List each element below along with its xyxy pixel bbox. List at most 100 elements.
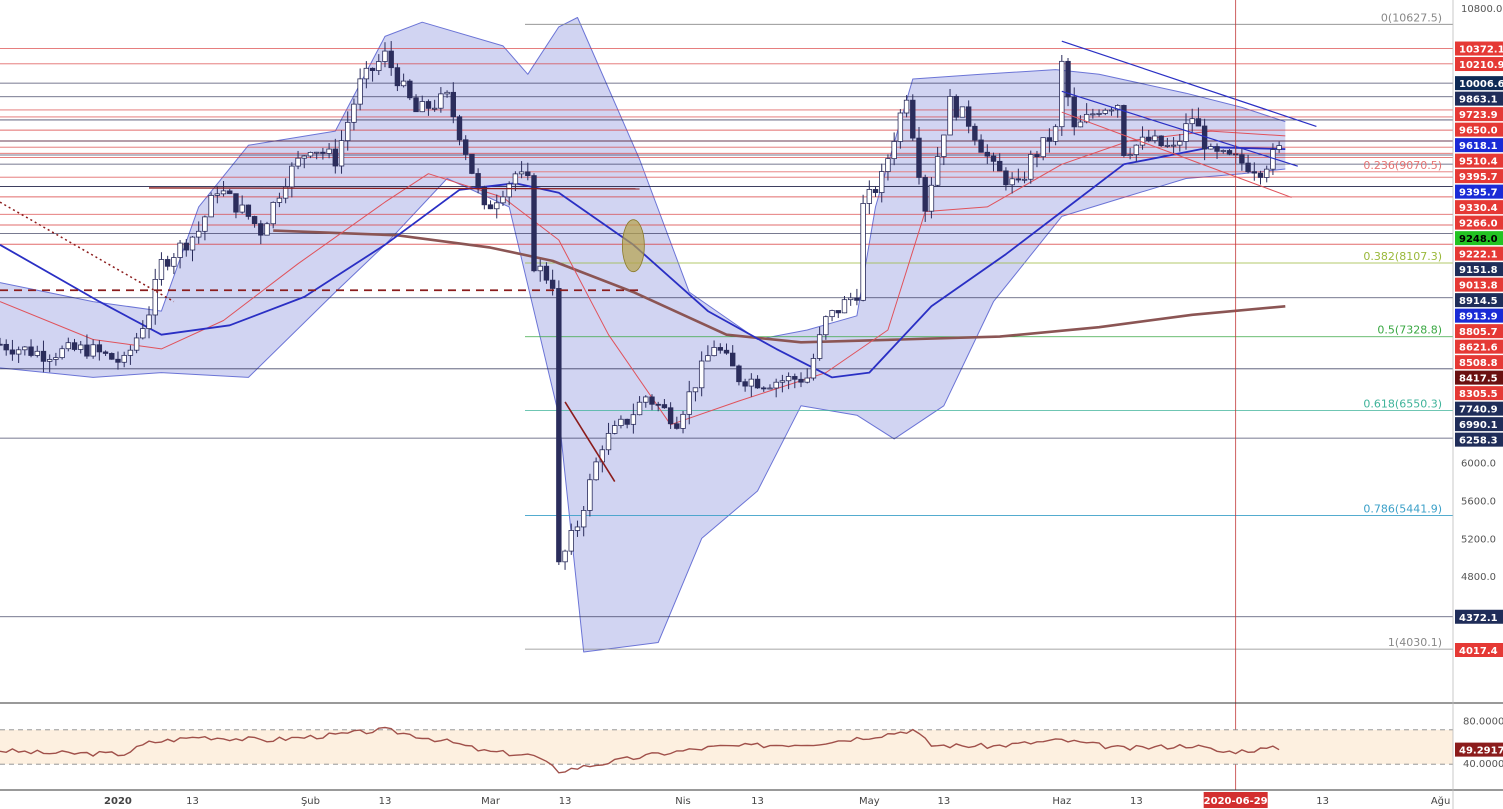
candle-body: [580, 510, 587, 528]
candle: [46, 354, 53, 373]
price-tag: 9510.4: [1455, 153, 1503, 168]
candle: [525, 162, 531, 181]
candle-body: [1102, 109, 1108, 114]
price-tag-bg: [1455, 184, 1503, 199]
candle-body: [34, 350, 40, 356]
candle-body: [879, 171, 885, 193]
candle: [438, 87, 444, 113]
candle: [164, 255, 171, 271]
candle: [208, 192, 214, 218]
candle: [400, 73, 407, 88]
price-tag-bg: [1455, 277, 1503, 292]
candle-body: [835, 310, 841, 314]
candle: [1059, 54, 1065, 136]
candle: [643, 395, 649, 408]
candle-body: [711, 347, 717, 357]
candle-body: [313, 151, 320, 154]
price-tag: 9395.7: [1455, 184, 1503, 199]
price-tag-label: 4017.4: [1459, 646, 1498, 657]
candle-body: [96, 344, 103, 353]
candle: [34, 345, 40, 358]
price-tag: 9618.1: [1455, 138, 1503, 153]
candle-body: [22, 346, 28, 351]
candle: [494, 194, 500, 219]
candle: [568, 523, 574, 555]
candle: [698, 351, 705, 397]
candle-body: [742, 381, 748, 387]
candle: [959, 106, 966, 118]
candle-body: [65, 342, 72, 350]
candle-body: [903, 99, 910, 114]
x-tick-label: Ağu: [1431, 795, 1451, 807]
candle: [804, 368, 810, 384]
candle-body: [636, 401, 643, 416]
candle-body: [133, 337, 140, 351]
trend-line-dotted: [0, 201, 175, 303]
price-pane[interactable]: 0(10627.5) 0.236(9070.5) 0.382(8107.3) 0.5(…: [0, 0, 1453, 790]
candle-body: [208, 194, 214, 218]
candle: [84, 334, 90, 359]
candle-body: [518, 171, 525, 175]
candle: [674, 416, 680, 430]
price-tag-bg: [1455, 355, 1503, 370]
candle: [630, 403, 637, 434]
candle: [1083, 103, 1090, 124]
x-tick-label: Şub: [301, 796, 320, 807]
candle: [847, 292, 854, 306]
candle-body: [140, 328, 146, 339]
sma20-line: [0, 130, 1286, 426]
x-tick-label: 13: [1130, 796, 1143, 807]
candle: [251, 215, 258, 228]
x-tick-label: 13: [1316, 796, 1329, 807]
candle: [177, 240, 183, 269]
x-tick-label: 13: [559, 796, 572, 807]
rsi-line: [0, 726, 1280, 774]
candle: [282, 178, 289, 204]
candle: [1127, 147, 1133, 160]
y-tick-label: 4800.0: [1461, 572, 1496, 583]
candle-body: [276, 197, 283, 203]
candle-body: [1090, 113, 1096, 116]
candle: [500, 190, 506, 206]
candle: [649, 394, 655, 411]
candle: [78, 340, 84, 354]
candle-body: [934, 156, 941, 186]
candle-body: [53, 357, 59, 360]
candle-body: [1264, 168, 1270, 178]
price-tag-bg: [1455, 107, 1503, 122]
candle: [866, 180, 873, 215]
price-tag: 9395.7: [1455, 169, 1503, 184]
candle: [258, 220, 264, 245]
candle-body: [158, 259, 165, 280]
candle: [1065, 57, 1071, 107]
candle: [661, 398, 668, 409]
candle-body: [487, 204, 494, 210]
candle: [1034, 150, 1040, 168]
candle-body: [823, 316, 829, 336]
price-tag: 9330.4: [1455, 200, 1503, 215]
candle-body: [264, 223, 270, 236]
candle-body: [202, 216, 208, 232]
y-tick-label: 5200.0: [1461, 534, 1496, 545]
candle: [444, 90, 450, 98]
candle: [518, 161, 525, 179]
candle-body: [928, 184, 935, 212]
candle: [1096, 109, 1102, 117]
candle: [90, 339, 96, 359]
x-highlight-bg: [1203, 792, 1268, 808]
trend-line-lower: [1061, 90, 1298, 167]
candle: [183, 238, 189, 257]
candle-body: [1208, 146, 1214, 150]
candle-body: [804, 377, 810, 383]
rsi-pane[interactable]: [0, 726, 1453, 774]
candle-body: [543, 265, 550, 281]
candle: [376, 54, 382, 76]
candle-body: [59, 348, 65, 359]
candle: [239, 195, 245, 214]
candle: [705, 345, 711, 362]
price-tag-label: 9863.1: [1459, 95, 1498, 106]
candle-body: [1077, 121, 1084, 128]
candle: [102, 350, 109, 356]
candle: [196, 221, 202, 244]
